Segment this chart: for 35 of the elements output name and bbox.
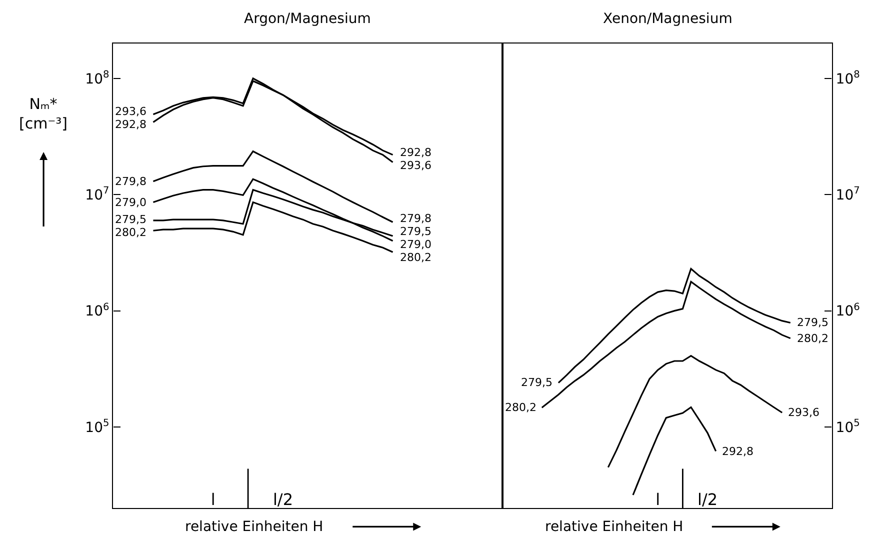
text: 279,0 [400, 238, 432, 251]
text: 280,2 [400, 251, 432, 264]
series-label: 279,8 [115, 175, 146, 188]
x-tick-label: l/2 [272, 490, 293, 510]
series-label: 292,8 [722, 445, 754, 458]
text: 279,5 [115, 213, 146, 226]
series-label: 293,6 [788, 406, 820, 419]
series-label: 279,0 [115, 196, 146, 209]
legend-label: 279,5 [797, 316, 828, 329]
y2-tick-label: 10$^{5}$ [836, 418, 860, 436]
series-label: 280,2 [115, 226, 146, 239]
text: 292,8 [400, 146, 432, 159]
y2-tick-label: 10$^{6}$ [836, 302, 860, 320]
y2-tick-label: 10$^{7}$ [836, 186, 860, 204]
text: 293,6 [400, 159, 432, 172]
x-axis-title: relative Einheiten H [545, 519, 684, 535]
text: 280,2 [797, 332, 828, 345]
x-tick-label: l [656, 490, 660, 510]
y-tick-label: 10$^{8}$ [85, 69, 110, 88]
series-label: 293,6 [115, 105, 146, 118]
series-label: 279,5 [521, 376, 552, 389]
y-tick-label: 10$^{7}$ [85, 186, 110, 204]
x-tick-label: l/2 [698, 490, 718, 510]
y-tick-label: 10$^{6}$ [85, 302, 110, 320]
x-axis-title: relative Einheiten H [185, 519, 324, 535]
chart-title: Argon/Magnesium [244, 11, 371, 27]
chart-title: Xenon/Magnesium [603, 11, 732, 27]
text: 279,5 [400, 225, 432, 238]
y-axis-title: Nₘ* [cm⁻³] [19, 95, 68, 132]
series-label: 280,2 [505, 401, 536, 414]
series-label: 292,8 [115, 118, 146, 131]
x-tick-label: l [210, 490, 216, 510]
y-tick-label: 10$^{5}$ [85, 418, 110, 436]
y2-tick-label: 10$^{8}$ [836, 69, 860, 88]
text: 279,8 [400, 212, 432, 225]
